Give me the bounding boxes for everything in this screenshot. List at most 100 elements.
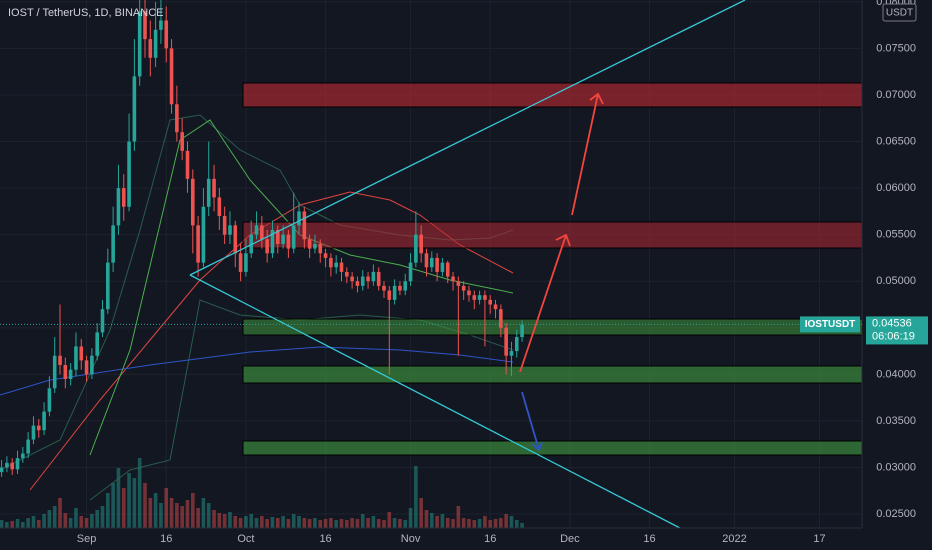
volume-bar xyxy=(244,516,248,528)
candle-body xyxy=(424,253,429,268)
candle-body xyxy=(31,425,36,440)
candle-body xyxy=(175,104,179,133)
candle-body xyxy=(185,150,190,179)
candle-body xyxy=(307,239,312,249)
candle-body xyxy=(206,178,211,207)
volume-bar xyxy=(408,508,413,528)
candle-body xyxy=(254,225,259,235)
arrows xyxy=(519,92,604,373)
candle-body xyxy=(58,355,62,366)
candle-body xyxy=(265,239,269,254)
currency: USDT xyxy=(886,8,913,19)
candle-body xyxy=(371,271,376,282)
volume-pane xyxy=(0,458,524,528)
volume-bar xyxy=(63,513,68,528)
volume-bar xyxy=(339,519,344,528)
candle-body xyxy=(504,327,508,356)
y-tick-label: 0.07500 xyxy=(876,42,916,54)
volume-bar xyxy=(111,483,115,528)
volume-bar xyxy=(387,512,392,528)
candle-body xyxy=(493,304,498,310)
candle-body xyxy=(414,234,418,263)
volume-bar xyxy=(286,519,291,528)
x-tick-label: 17 xyxy=(813,533,825,545)
candle-body xyxy=(329,257,333,268)
volume-bar xyxy=(509,516,514,528)
volume-bar xyxy=(90,514,94,528)
candle-body xyxy=(233,225,238,254)
volume-bar xyxy=(514,520,519,528)
volume-bar xyxy=(424,510,429,528)
candle-body xyxy=(132,76,137,142)
y-tick-label: 0.03500 xyxy=(876,415,916,427)
candle-body xyxy=(100,309,105,333)
volume-bar xyxy=(185,500,190,528)
candle-body xyxy=(95,332,99,356)
volume-bar xyxy=(520,523,524,528)
candle-body xyxy=(148,39,153,58)
volume-bar xyxy=(345,520,349,528)
candle-body xyxy=(456,281,461,286)
volume-bar xyxy=(307,519,312,528)
candle-body xyxy=(387,290,392,300)
volume-bar xyxy=(249,514,254,528)
volume-bar xyxy=(95,510,99,528)
volume-bar xyxy=(26,518,30,528)
candle-body xyxy=(302,211,307,240)
volume-bar xyxy=(206,503,211,528)
candle-body xyxy=(47,388,52,412)
y-tick-label: 0.05000 xyxy=(876,275,916,287)
resistance-zone xyxy=(242,221,863,249)
volume-bar xyxy=(281,516,285,528)
volume-bar xyxy=(329,518,333,528)
volume-bar xyxy=(217,513,222,528)
moving-average-green xyxy=(89,119,514,456)
countdown: 06:06:19 xyxy=(872,330,915,342)
candle-body xyxy=(169,48,174,105)
candle-body xyxy=(15,458,20,470)
volume-bar xyxy=(153,493,158,528)
volume-bar xyxy=(398,519,402,528)
candle-body xyxy=(313,243,317,249)
volume-bar xyxy=(228,512,232,528)
volume-bar xyxy=(31,516,36,528)
candle-body xyxy=(143,11,147,40)
candle-body xyxy=(68,369,73,380)
x-tick-label: Nov xyxy=(401,533,421,545)
candle-body xyxy=(281,234,285,244)
candle-body xyxy=(275,230,280,244)
volume-bar xyxy=(121,488,126,528)
x-tick-label: Sep xyxy=(77,533,97,545)
support-zone xyxy=(242,365,863,384)
candle-body xyxy=(222,216,227,235)
candle-body xyxy=(127,141,131,207)
candle-body xyxy=(5,462,9,468)
x-tick-label: 2022 xyxy=(722,533,746,545)
y-tick-label: 0.07000 xyxy=(876,89,916,101)
last-price: 0.04536 xyxy=(872,317,912,329)
volume-bar xyxy=(169,498,174,528)
volume-bar xyxy=(429,513,434,528)
volume-bar xyxy=(467,519,471,528)
volume-bar xyxy=(148,498,153,528)
x-tick-label: 16 xyxy=(319,533,331,545)
candle-body xyxy=(137,11,142,77)
candle-body xyxy=(488,299,493,305)
candle-body xyxy=(90,355,94,375)
volume-bar xyxy=(21,522,25,528)
volume-bar xyxy=(58,498,62,528)
volume-bar xyxy=(445,518,450,528)
volume-bar xyxy=(318,520,323,528)
candle-body xyxy=(228,225,232,235)
candle-body xyxy=(180,132,184,151)
volume-bar xyxy=(74,508,78,528)
support-zone xyxy=(242,440,863,456)
candle-body xyxy=(509,351,514,356)
candle-body xyxy=(164,20,169,49)
volume-bar xyxy=(260,516,264,528)
candle-body xyxy=(52,355,57,389)
volume-bar xyxy=(371,516,376,528)
volume-bar xyxy=(52,506,57,528)
volume-bar xyxy=(10,521,15,528)
